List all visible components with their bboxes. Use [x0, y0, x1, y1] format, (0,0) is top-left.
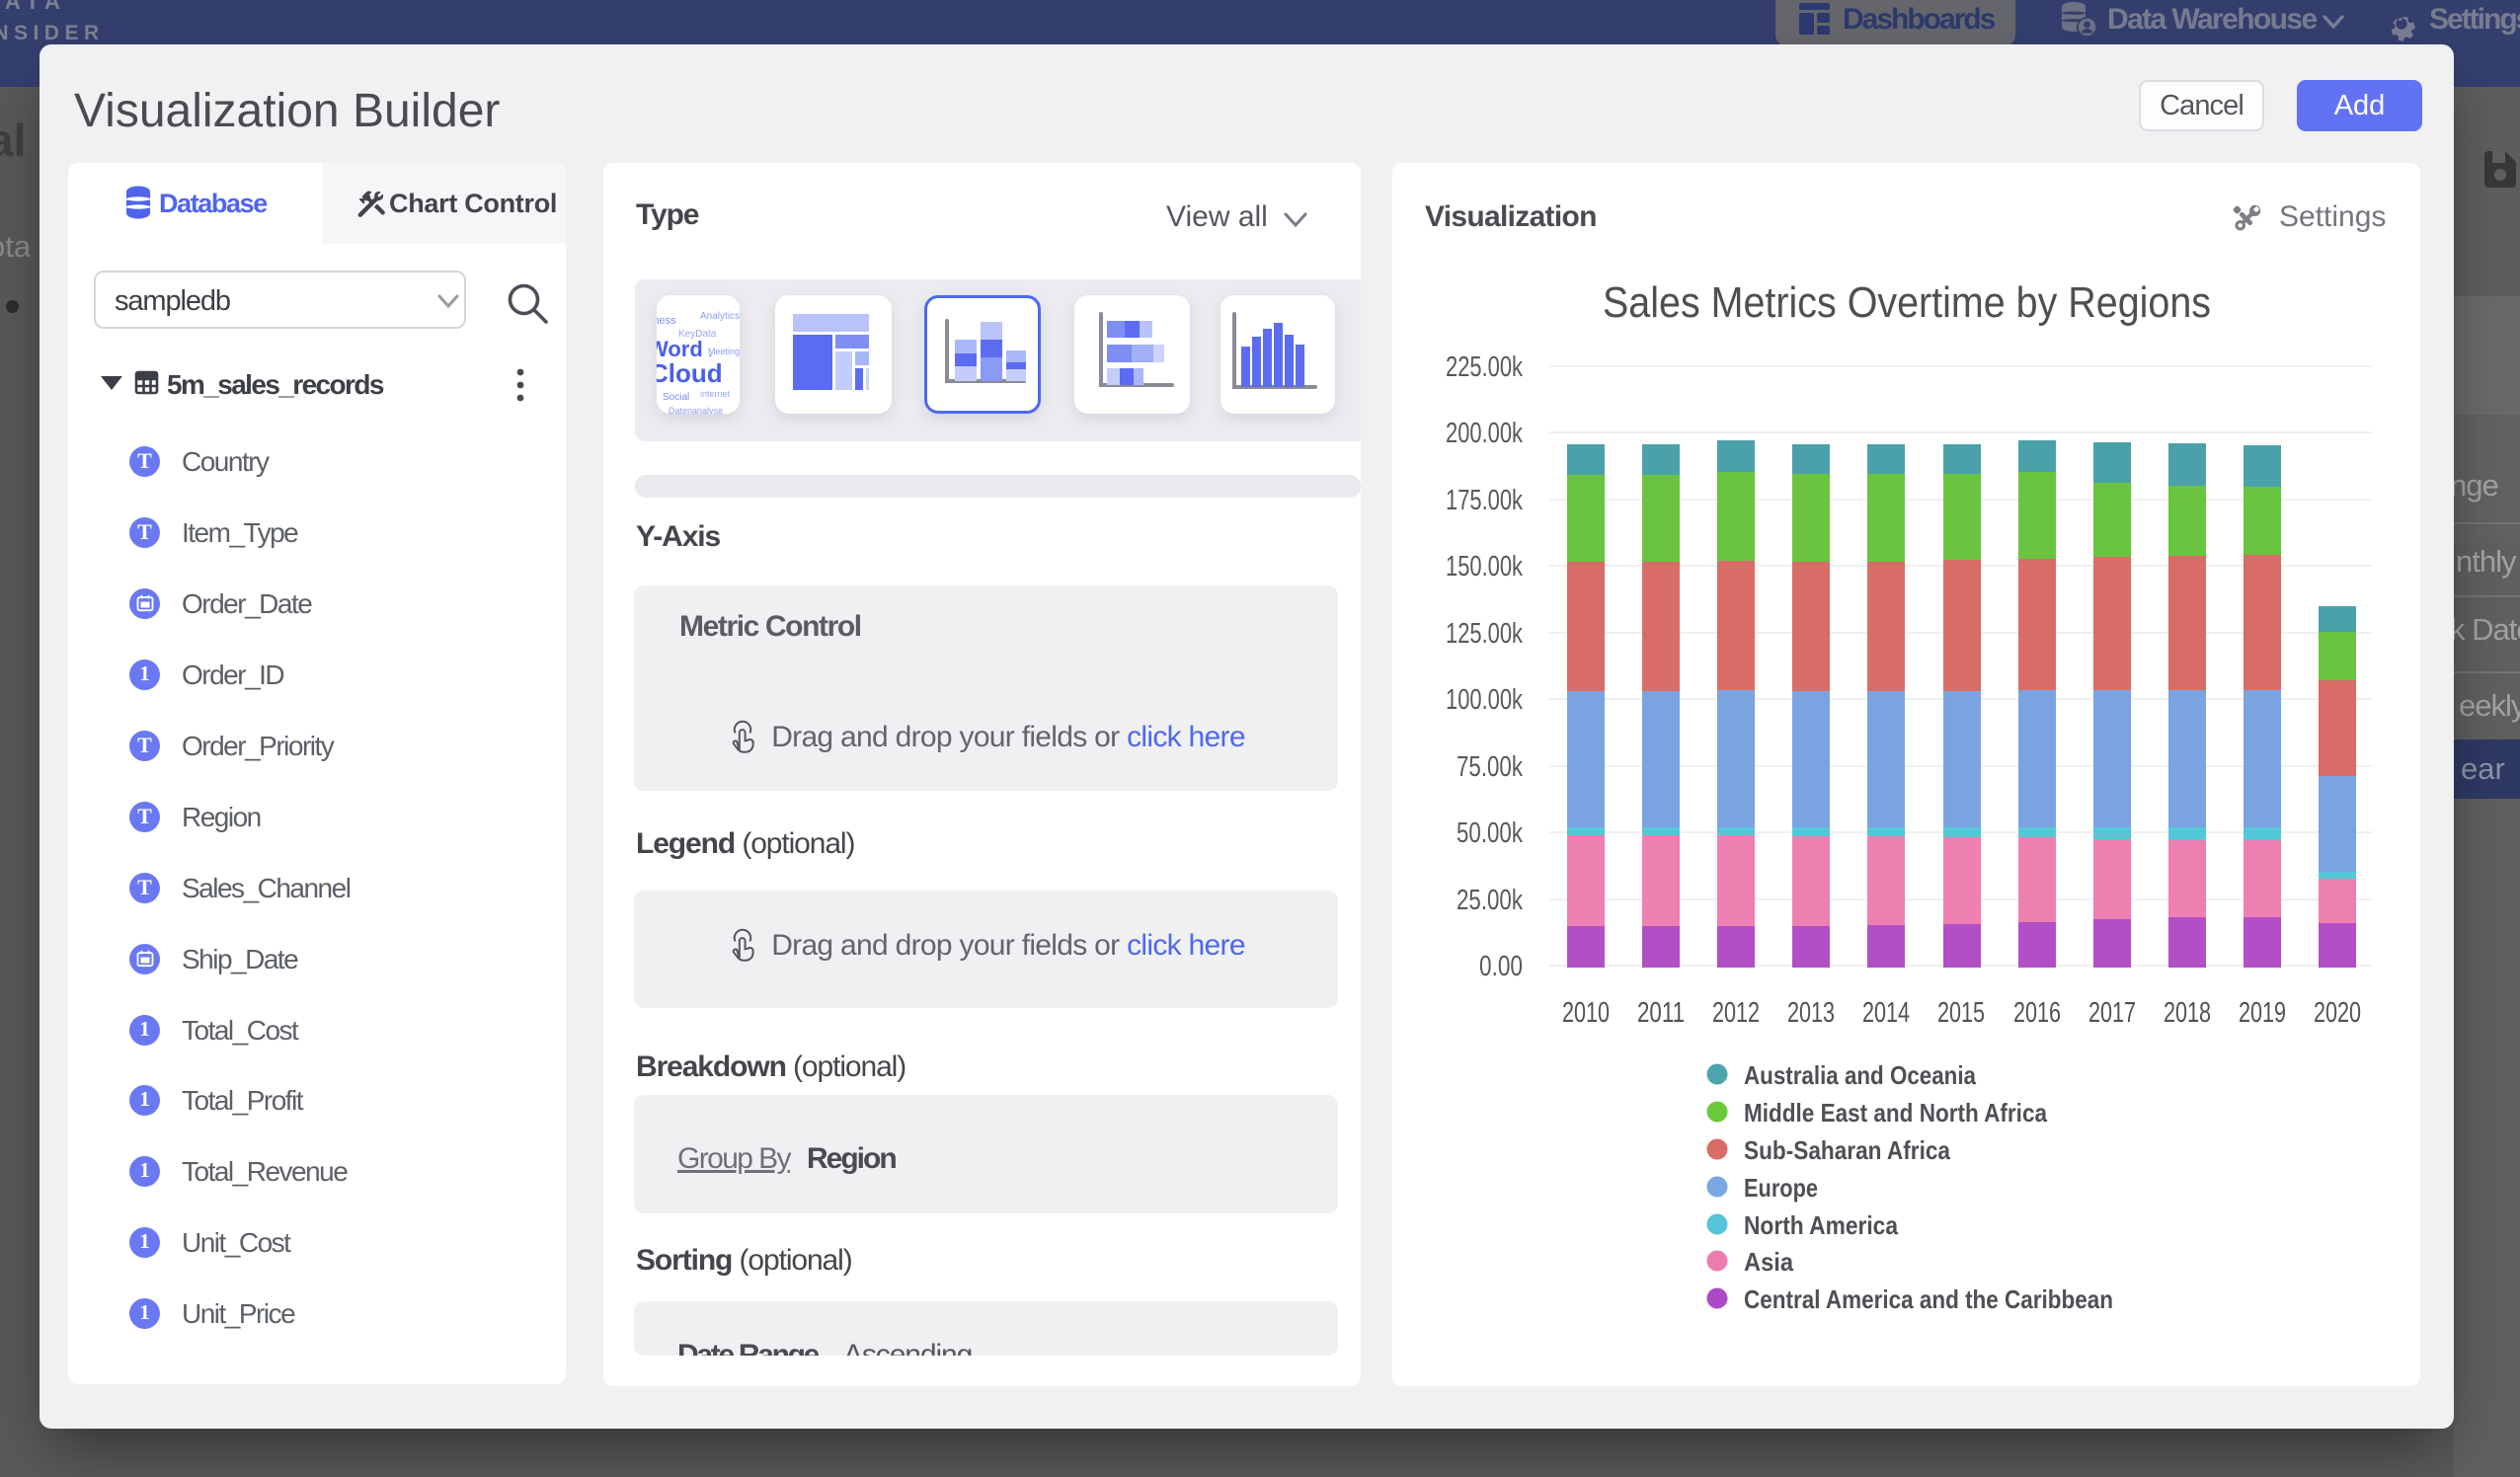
svg-text:150.00k: 150.00k: [1446, 551, 1523, 583]
svg-text:175.00k: 175.00k: [1446, 485, 1523, 516]
svg-text:0.00: 0.00: [1479, 951, 1523, 982]
svg-text:Asia: Asia: [1744, 1247, 1793, 1277]
svg-text:2017: 2017: [2088, 997, 2136, 1029]
svg-text:2019: 2019: [2239, 997, 2286, 1029]
svg-text:Middle East and North Africa: Middle East and North Africa: [1744, 1098, 2047, 1127]
svg-text:2010: 2010: [1562, 997, 1610, 1029]
svg-text:100.00k: 100.00k: [1446, 684, 1523, 716]
svg-text:2014: 2014: [1862, 997, 1910, 1029]
svg-text:North America: North America: [1744, 1210, 1898, 1240]
svg-text:Central America and the Caribb: Central America and the Caribbean: [1744, 1284, 2113, 1314]
svg-text:2018: 2018: [2164, 997, 2211, 1029]
svg-text:200.00k: 200.00k: [1446, 418, 1523, 449]
svg-text:75.00k: 75.00k: [1457, 751, 1523, 783]
svg-text:Sales Metrics Overtime by Regi: Sales Metrics Overtime by Regions: [1603, 278, 2211, 327]
svg-text:50.00k: 50.00k: [1457, 817, 1523, 849]
svg-text:2016: 2016: [2013, 997, 2061, 1029]
svg-text:Australia and Oceania: Australia and Oceania: [1744, 1060, 1976, 1090]
svg-text:2015: 2015: [1937, 997, 1985, 1029]
svg-text:2012: 2012: [1712, 997, 1760, 1029]
svg-text:Europe: Europe: [1744, 1173, 1818, 1203]
svg-text:2013: 2013: [1787, 997, 1835, 1029]
svg-text:2020: 2020: [2314, 997, 2361, 1029]
svg-text:Sub-Saharan Africa: Sub-Saharan Africa: [1744, 1135, 1950, 1165]
svg-text:25.00k: 25.00k: [1457, 885, 1523, 916]
svg-text:225.00k: 225.00k: [1446, 351, 1523, 383]
svg-text:2011: 2011: [1637, 997, 1685, 1029]
svg-text:125.00k: 125.00k: [1446, 618, 1523, 650]
